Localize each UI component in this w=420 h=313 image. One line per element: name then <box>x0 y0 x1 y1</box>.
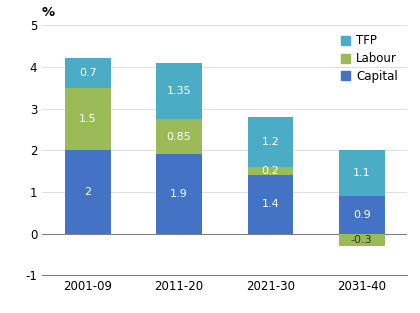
Text: -0.3: -0.3 <box>351 235 373 245</box>
Bar <box>156 119 202 154</box>
Bar <box>65 150 110 234</box>
Bar <box>65 88 110 150</box>
Text: 0.9: 0.9 <box>353 210 370 220</box>
Bar <box>247 167 293 175</box>
Text: 1.9: 1.9 <box>170 189 188 199</box>
Text: 1.5: 1.5 <box>79 114 97 124</box>
Bar <box>339 150 385 196</box>
Bar <box>156 63 202 119</box>
Bar <box>339 196 385 234</box>
Text: 0.85: 0.85 <box>167 132 192 142</box>
Text: 0.2: 0.2 <box>262 166 279 176</box>
Text: 2: 2 <box>84 187 91 197</box>
Text: 1.1: 1.1 <box>353 168 370 178</box>
Bar <box>65 59 110 88</box>
Text: 1.35: 1.35 <box>167 86 192 96</box>
Text: 1.2: 1.2 <box>262 137 279 147</box>
Text: 1.4: 1.4 <box>262 199 279 209</box>
Bar <box>247 117 293 167</box>
Bar <box>156 154 202 234</box>
Text: %: % <box>42 6 55 19</box>
Legend: TFP, Labour, Capital: TFP, Labour, Capital <box>337 31 402 86</box>
Bar <box>247 175 293 234</box>
Bar <box>339 234 385 246</box>
Text: 0.7: 0.7 <box>79 68 97 78</box>
